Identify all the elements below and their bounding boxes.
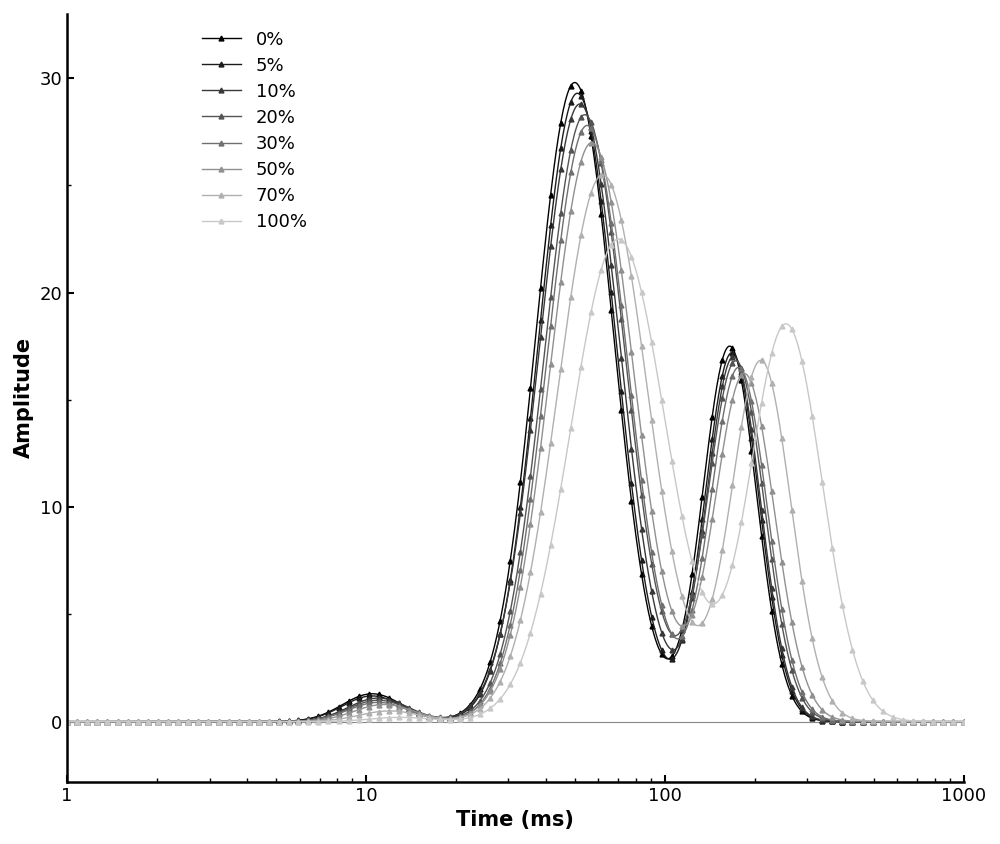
- 10%: [116, 717, 128, 727]
- 0%: [958, 717, 970, 727]
- 30%: [606, 226, 618, 236]
- 70%: [834, 706, 846, 716]
- 0%: [834, 717, 846, 727]
- Line: 50%: 50%: [65, 140, 966, 724]
- 50%: [582, 140, 594, 150]
- 30%: [61, 717, 73, 727]
- 0%: [742, 419, 754, 430]
- 5%: [742, 408, 754, 418]
- Legend: 0%, 5%, 10%, 20%, 30%, 50%, 70%, 100%: 0%, 5%, 10%, 20%, 30%, 50%, 70%, 100%: [202, 30, 307, 231]
- Line: 100%: 100%: [65, 236, 966, 724]
- 0%: [568, 78, 580, 88]
- 50%: [742, 371, 754, 381]
- 5%: [61, 717, 73, 727]
- 20%: [116, 717, 128, 727]
- 30%: [742, 381, 754, 391]
- 20%: [834, 717, 846, 727]
- 100%: [582, 324, 594, 334]
- 10%: [583, 114, 595, 124]
- 20%: [958, 717, 970, 727]
- 100%: [633, 278, 645, 288]
- 20%: [742, 388, 754, 398]
- 100%: [958, 717, 970, 727]
- 0%: [61, 717, 73, 727]
- 100%: [834, 588, 846, 598]
- 5%: [958, 717, 970, 727]
- 5%: [583, 115, 595, 125]
- 70%: [116, 717, 128, 727]
- 70%: [633, 325, 645, 335]
- 30%: [958, 717, 970, 727]
- X-axis label: Time (ms): Time (ms): [456, 810, 574, 830]
- 100%: [116, 717, 128, 727]
- 50%: [116, 717, 128, 727]
- 5%: [606, 298, 618, 308]
- 50%: [606, 203, 618, 214]
- Line: 5%: 5%: [65, 91, 966, 724]
- 10%: [958, 717, 970, 727]
- Line: 10%: 10%: [65, 101, 966, 724]
- 5%: [116, 717, 128, 727]
- 70%: [596, 170, 608, 180]
- 30%: [633, 457, 645, 468]
- 100%: [742, 479, 754, 489]
- 10%: [834, 717, 846, 727]
- 10%: [606, 270, 618, 280]
- 100%: [612, 234, 624, 244]
- 70%: [606, 182, 618, 192]
- Line: 30%: 30%: [65, 123, 966, 724]
- 50%: [633, 412, 645, 422]
- 100%: [61, 717, 73, 727]
- 20%: [578, 110, 590, 120]
- 0%: [633, 555, 645, 565]
- 70%: [742, 386, 754, 396]
- 50%: [586, 138, 598, 148]
- 30%: [583, 121, 595, 131]
- Y-axis label: Amplitude: Amplitude: [14, 338, 34, 458]
- 100%: [605, 240, 617, 250]
- 20%: [633, 472, 645, 482]
- Line: 0%: 0%: [65, 80, 966, 724]
- 30%: [834, 716, 846, 726]
- 20%: [606, 236, 618, 246]
- 0%: [606, 316, 618, 327]
- 20%: [61, 717, 73, 727]
- 10%: [61, 717, 73, 727]
- 10%: [742, 402, 754, 412]
- 50%: [61, 717, 73, 727]
- 30%: [582, 121, 594, 131]
- 5%: [834, 717, 846, 727]
- 5%: [572, 88, 584, 98]
- Line: 70%: 70%: [65, 172, 966, 724]
- Line: 20%: 20%: [65, 112, 966, 724]
- 70%: [582, 199, 594, 209]
- 10%: [574, 99, 586, 109]
- 0%: [116, 717, 128, 727]
- 30%: [116, 717, 128, 727]
- 70%: [958, 717, 970, 727]
- 0%: [583, 118, 595, 128]
- 50%: [834, 715, 846, 725]
- 10%: [633, 507, 645, 517]
- 20%: [583, 112, 595, 122]
- 70%: [61, 717, 73, 727]
- 50%: [958, 717, 970, 727]
- 5%: [633, 539, 645, 549]
